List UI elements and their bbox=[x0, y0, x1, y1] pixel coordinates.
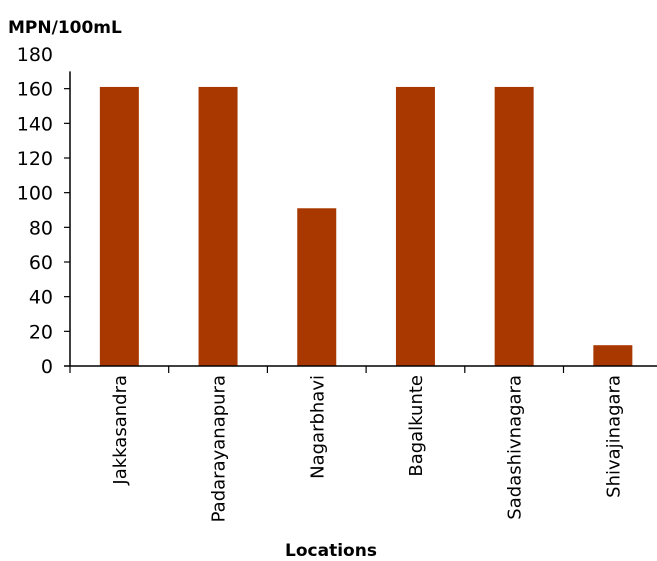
bars-group bbox=[99, 86, 633, 366]
y-tick-label: 20 bbox=[29, 321, 53, 343]
x-tick-label: Padarayanapura bbox=[209, 375, 230, 522]
bar-jakkasandra bbox=[99, 86, 139, 366]
x-axis-ticks: Jakkasandra Padarayanapura Nagarbhavi Bagal… bbox=[69, 366, 624, 522]
bar-sadashivnagara bbox=[494, 86, 534, 366]
x-axis-title: Locations bbox=[285, 541, 377, 561]
x-tick-label: Jakkasandra bbox=[110, 375, 131, 486]
y-tick-label: 60 bbox=[29, 252, 53, 274]
y-tick-label: 80 bbox=[29, 217, 53, 239]
y-tick-label: 140 bbox=[17, 113, 53, 135]
bar-bagalkunte bbox=[395, 86, 435, 366]
y-tick-label: 160 bbox=[17, 79, 53, 101]
y-tick-label: 120 bbox=[17, 148, 53, 170]
x-tick-label: Bagalkunte bbox=[406, 375, 427, 477]
bar-nagarbhavi bbox=[297, 208, 337, 366]
y-tick-label: 180 bbox=[17, 44, 53, 66]
bar-padarayanapura bbox=[198, 86, 238, 366]
x-tick-label: Nagarbhavi bbox=[307, 375, 328, 479]
y-tick-label: 100 bbox=[17, 183, 53, 205]
bar-shivajinagara bbox=[593, 345, 633, 366]
y-tick-label: 40 bbox=[29, 287, 53, 309]
y-axis-ticks: 0 20 40 60 80 100 120 140 160 180 bbox=[17, 44, 70, 378]
y-axis-title: MPN/100mL bbox=[8, 18, 122, 38]
x-tick-label: Shivajinagara bbox=[603, 375, 624, 498]
x-tick-label: Sadashivnagara bbox=[505, 375, 526, 520]
y-tick-label: 0 bbox=[41, 356, 53, 378]
